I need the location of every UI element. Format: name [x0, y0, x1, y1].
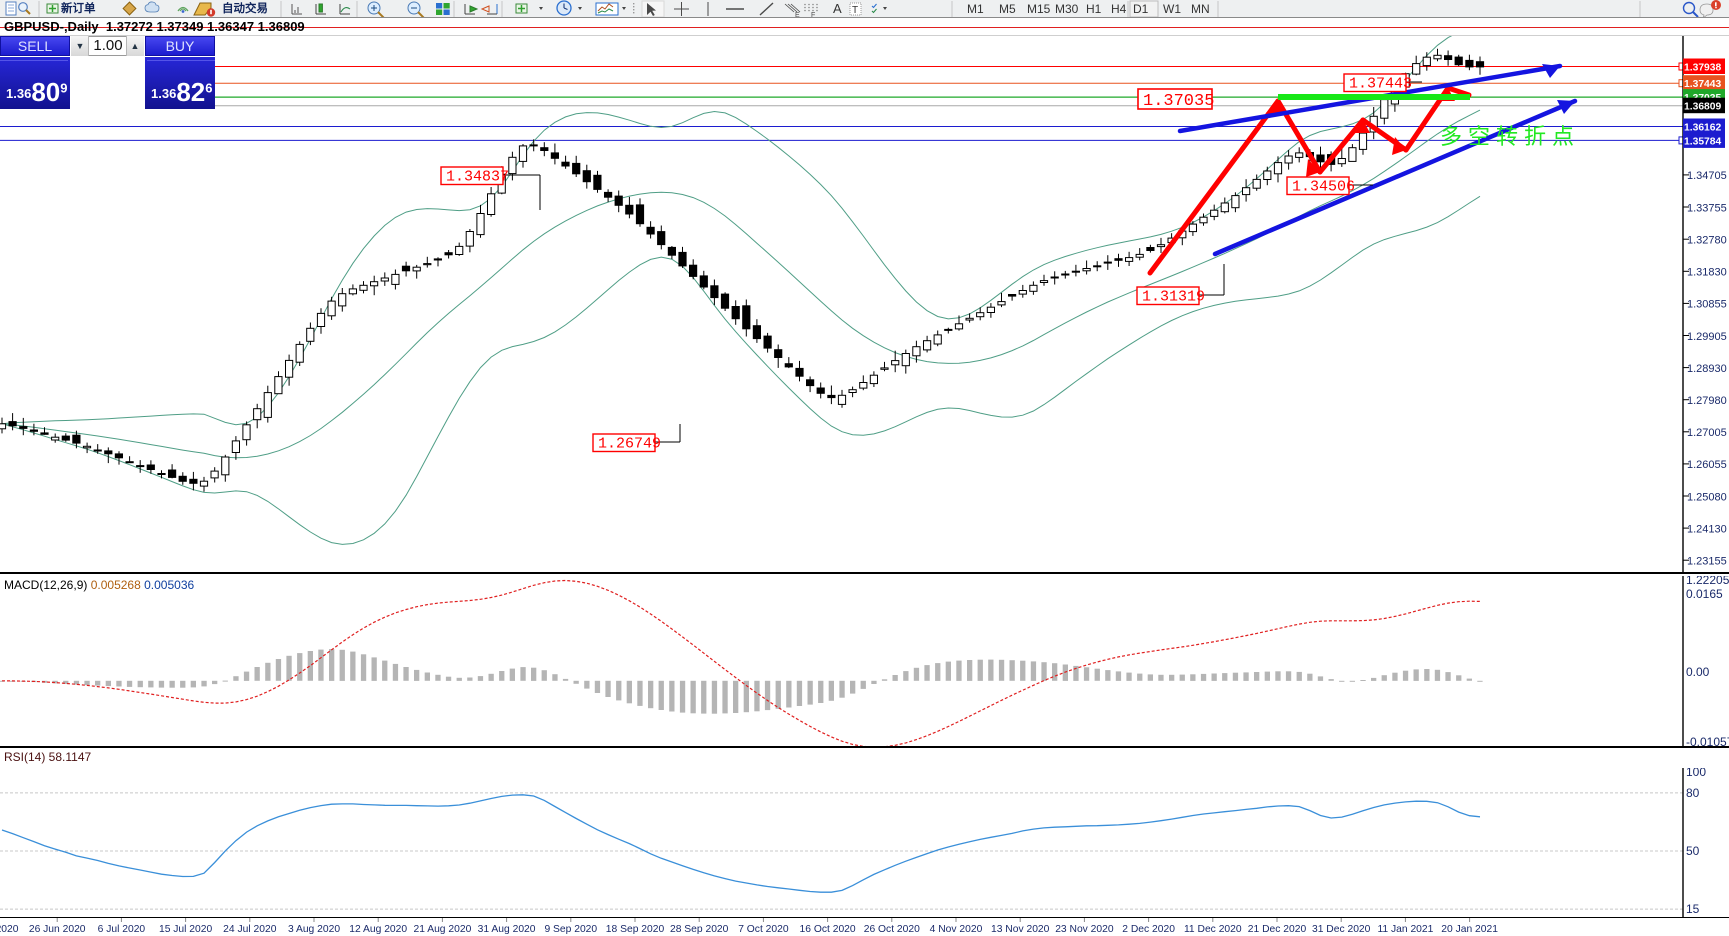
svg-text:多空转折点: 多空转折点	[1440, 124, 1580, 149]
svg-text:M30: M30	[1055, 2, 1079, 16]
svg-text:1.30855: 1.30855	[1687, 299, 1727, 311]
svg-text:A: A	[833, 1, 842, 16]
svg-text:13 Nov 2020: 13 Nov 2020	[991, 924, 1050, 935]
svg-text:1.28930: 1.28930	[1687, 363, 1727, 375]
svg-text:M15: M15	[1027, 2, 1051, 16]
svg-text:18 Sep 2020: 18 Sep 2020	[606, 924, 665, 935]
svg-text:9 Sep 2020: 9 Sep 2020	[544, 924, 597, 935]
svg-text:11 Jan 2021: 11 Jan 2021	[1377, 924, 1433, 935]
svg-text:1.37938: 1.37938	[1684, 63, 1721, 74]
svg-text:1.37443: 1.37443	[1349, 76, 1412, 93]
svg-text:1.32780: 1.32780	[1687, 235, 1727, 247]
svg-text:1.29905: 1.29905	[1687, 331, 1727, 343]
svg-text:1.34506: 1.34506	[1292, 179, 1355, 196]
svg-text:100: 100	[1686, 768, 1706, 779]
svg-text:1.36162: 1.36162	[1684, 123, 1721, 134]
svg-text:W1: W1	[1163, 2, 1181, 16]
svg-text:H1: H1	[1086, 2, 1102, 16]
svg-text:24 Jul 2020: 24 Jul 2020	[223, 924, 277, 935]
svg-text:MN: MN	[1191, 2, 1210, 16]
svg-text:新订单: 新订单	[61, 1, 96, 15]
svg-text:1.34837: 1.34837	[446, 169, 509, 186]
svg-text:26 Oct 2020: 26 Oct 2020	[864, 924, 920, 935]
svg-text:1.36809: 1.36809	[1684, 102, 1721, 113]
svg-text:M1: M1	[967, 2, 984, 16]
svg-text:T: T	[852, 5, 858, 16]
svg-text:31 Aug 2020: 31 Aug 2020	[478, 924, 536, 935]
svg-text:1.24130: 1.24130	[1687, 523, 1727, 535]
svg-text:1.37443: 1.37443	[1684, 79, 1721, 90]
svg-text:1.26749: 1.26749	[598, 436, 661, 453]
svg-text:-0.010571: -0.010571	[1686, 735, 1729, 748]
svg-text:1.26055: 1.26055	[1687, 459, 1727, 471]
svg-text:4 Nov 2020: 4 Nov 2020	[930, 924, 983, 935]
svg-text:16 Oct 2020: 16 Oct 2020	[800, 924, 856, 935]
svg-text:1.31830: 1.31830	[1687, 267, 1727, 279]
svg-text:1.22205: 1.22205	[1686, 576, 1729, 587]
svg-text:1.27980: 1.27980	[1687, 395, 1727, 407]
svg-text:1.27005: 1.27005	[1687, 427, 1727, 439]
svg-text:31 Dec 2020: 31 Dec 2020	[1312, 924, 1371, 935]
svg-text:15 Jul 2020: 15 Jul 2020	[159, 924, 213, 935]
svg-text:11 Dec 2020: 11 Dec 2020	[1184, 924, 1242, 935]
svg-text:7 Jun 2020: 7 Jun 2020	[0, 924, 19, 935]
svg-text:1.35784: 1.35784	[1684, 136, 1721, 147]
svg-text:自动交易: 自动交易	[222, 1, 268, 15]
svg-text:1.23155: 1.23155	[1687, 556, 1727, 568]
svg-text:H4: H4	[1111, 2, 1127, 16]
svg-text:23 Nov 2020: 23 Nov 2020	[1055, 924, 1114, 935]
svg-text:1.37035: 1.37035	[1143, 92, 1214, 111]
svg-text:1.31319: 1.31319	[1142, 289, 1205, 306]
svg-text:3 Aug 2020: 3 Aug 2020	[288, 924, 340, 935]
svg-text:15: 15	[1686, 902, 1700, 916]
svg-text:80: 80	[1686, 786, 1700, 800]
svg-text:1.25080: 1.25080	[1687, 491, 1727, 503]
svg-text:1.33755: 1.33755	[1687, 202, 1727, 214]
svg-text:21 Dec 2020: 21 Dec 2020	[1248, 924, 1307, 935]
svg-text:26 Jun 2020: 26 Jun 2020	[29, 924, 86, 935]
svg-text:D1: D1	[1133, 2, 1149, 16]
svg-text:50: 50	[1686, 844, 1700, 858]
svg-text:12 Aug 2020: 12 Aug 2020	[349, 924, 407, 935]
svg-text:21 Aug 2020: 21 Aug 2020	[413, 924, 471, 935]
svg-text:20 Jan 2021: 20 Jan 2021	[1441, 924, 1498, 935]
svg-text:2 Dec 2020: 2 Dec 2020	[1122, 924, 1175, 935]
svg-text:0.0165: 0.0165	[1686, 587, 1723, 601]
svg-text:0.00: 0.00	[1686, 665, 1710, 679]
svg-text:7 Oct 2020: 7 Oct 2020	[738, 924, 789, 935]
svg-text:1.34705: 1.34705	[1687, 170, 1727, 182]
svg-text:6 Jul 2020: 6 Jul 2020	[98, 924, 146, 935]
svg-text:M5: M5	[999, 2, 1016, 16]
svg-text:28 Sep 2020: 28 Sep 2020	[670, 924, 729, 935]
